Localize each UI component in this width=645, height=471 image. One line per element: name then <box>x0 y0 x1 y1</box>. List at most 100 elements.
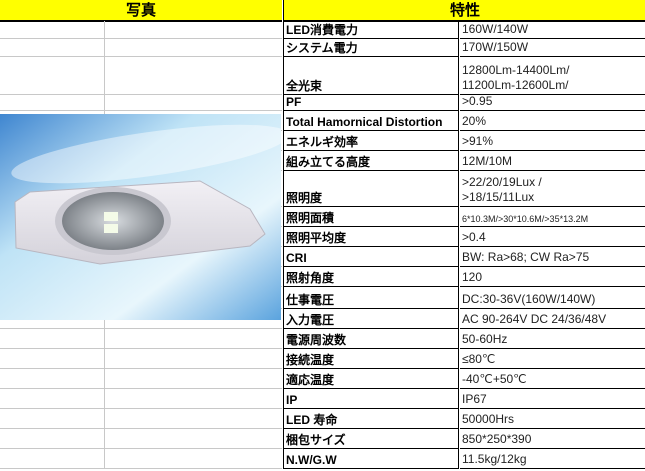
spec-value: 12M/10M <box>460 151 645 171</box>
spec-value: 12800Lm-14400Lm/11200Lm-12600Lm/ <box>460 57 645 95</box>
blank-cell <box>0 21 105 39</box>
blank-cell <box>0 95 105 111</box>
spec-value: -40℃+50℃ <box>460 369 645 389</box>
spec-value: 11.5kg/12kg <box>460 449 645 469</box>
spec-value-line: 850*250*390 <box>462 432 532 446</box>
spec-label: 電源周波数 <box>283 329 459 349</box>
spec-label: 仕事電圧 <box>283 287 459 309</box>
blank-cell <box>105 329 282 349</box>
spec-label: 照明度 <box>283 171 459 207</box>
blank-cell <box>105 309 282 329</box>
blank-cell <box>0 389 105 409</box>
spec-label: 照射角度 <box>283 267 459 287</box>
spec-value-line: BW: Ra>68; CW Ra>75 <box>462 250 590 264</box>
spec-value-line: -40℃+50℃ <box>462 372 527 386</box>
spec-value: 120 <box>460 267 645 287</box>
table-row: 適応温度 -40℃+50℃ <box>0 369 645 389</box>
blank-cell <box>105 409 282 429</box>
spec-value: ≤80℃ <box>460 349 645 369</box>
blank-cell <box>0 329 105 349</box>
blank-cell <box>0 39 105 57</box>
table-row: 電源周波数 50-60Hz <box>0 329 645 349</box>
blank-cell <box>0 429 105 449</box>
table-row: 全光束 12800Lm-14400Lm/11200Lm-12600Lm/ <box>0 57 645 95</box>
spec-value-line: ≤80℃ <box>462 352 496 366</box>
table-row: N.W/G.W 11.5kg/12kg <box>0 449 645 469</box>
spec-value: DC:30-36V(160W/140W) <box>460 287 645 309</box>
spec-value: 160W/140W <box>460 21 645 39</box>
blank-cell <box>105 21 282 39</box>
spec-value: >22/20/19Lux / >18/15/11Lux <box>460 171 645 207</box>
table-row: 照明度 >22/20/19Lux / >18/15/11Lux <box>0 171 645 207</box>
blank-cell <box>105 57 282 95</box>
spec-value: 850*250*390 <box>460 429 645 449</box>
spec-label: 照明面積 <box>283 207 459 227</box>
spec-value-line: 6*10.3M/>30*10.6M/>35*13.2M <box>462 214 589 224</box>
table-row: LED消費電力 160W/140W <box>0 21 645 39</box>
spec-value-line: DC:30-36V(160W/140W) <box>462 292 596 306</box>
blank-cell <box>105 95 282 111</box>
spec-label: LED消費電力 <box>283 21 459 39</box>
spec-label: IP <box>283 389 459 409</box>
spec-value: BW: Ra>68; CW Ra>75 <box>460 247 645 267</box>
spec-value-line: 20% <box>462 114 487 128</box>
spec-value-line: 50-60Hz <box>462 332 508 346</box>
spec-value-line: >22/20/19Lux / <box>462 175 542 189</box>
spec-value-line: 11200Lm-12600Lm/ <box>462 78 569 92</box>
spec-label: 梱包サイズ <box>283 429 459 449</box>
blank-cell <box>105 369 282 389</box>
spec-value-line: AC 90-264V DC 24/36/48V <box>462 312 607 326</box>
spec-value: 6*10.3M/>30*10.6M/>35*13.2M <box>460 207 645 227</box>
table-row: 梱包サイズ 850*250*390 <box>0 429 645 449</box>
spec-value-line: >91% <box>462 134 494 148</box>
table-row: システム電力 170W/150W <box>0 39 645 57</box>
spec-label: エネルギ効率 <box>283 131 459 151</box>
spec-value: AC 90-264V DC 24/36/48V <box>460 309 645 329</box>
header-photo: 写真 <box>0 0 282 22</box>
blank-cell <box>105 449 282 469</box>
spec-value-line: 12800Lm-14400Lm/ <box>462 63 570 77</box>
spec-value-line: 50000Hrs <box>462 412 515 426</box>
spec-label: N.W/G.W <box>283 449 459 469</box>
spec-label: PF <box>283 95 459 111</box>
spec-label: システム電力 <box>283 39 459 57</box>
spec-label: 全光束 <box>283 57 459 95</box>
spec-value-line: IP67 <box>462 392 487 406</box>
blank-cell <box>0 349 105 369</box>
blank-cell <box>105 429 282 449</box>
spec-value-line: >0.4 <box>462 230 486 244</box>
blank-cell <box>105 39 282 57</box>
spec-label: Total Hamornical Distortion <box>283 111 459 131</box>
table-row: 入力電圧 AC 90-264V DC 24/36/48V <box>0 309 645 329</box>
spec-value-line: 120 <box>462 270 483 284</box>
spec-value-line: 12M/10M <box>462 154 513 168</box>
spec-value: IP67 <box>460 389 645 409</box>
spec-value: >0.95 <box>460 94 645 111</box>
spec-value: >91% <box>460 131 645 151</box>
spec-value-line: 170W/150W <box>462 40 529 54</box>
spec-value: 170W/150W <box>460 39 645 57</box>
spec-label: 組み立てる高度 <box>283 151 459 171</box>
spec-value-line: >0.95 <box>462 94 493 108</box>
header-specs: 特性 <box>283 0 645 22</box>
spec-value: 50000Hrs <box>460 409 645 429</box>
led-street-light-photo <box>0 114 281 320</box>
spec-value-line: >18/15/11Lux <box>462 190 535 204</box>
blank-cell <box>0 409 105 429</box>
spec-label: 接続温度 <box>283 349 459 369</box>
spec-value: 20% <box>460 111 645 131</box>
table-row: 接続温度 ≤80℃ <box>0 349 645 369</box>
table-row: LED 寿命 50000Hrs <box>0 409 645 429</box>
spec-value-line: 160W/140W <box>462 22 529 36</box>
table-row: PF >0.95 <box>0 94 645 111</box>
blank-cell <box>105 389 282 409</box>
spec-label: 適応温度 <box>283 369 459 389</box>
spec-label: CRI <box>283 247 459 267</box>
blank-cell <box>0 57 105 95</box>
spec-label: 入力電圧 <box>283 309 459 329</box>
blank-cell <box>105 349 282 369</box>
spec-label: LED 寿命 <box>283 409 459 429</box>
table-row: IP IP67 <box>0 389 645 409</box>
blank-cell <box>0 369 105 389</box>
spec-label: 照明平均度 <box>283 227 459 247</box>
